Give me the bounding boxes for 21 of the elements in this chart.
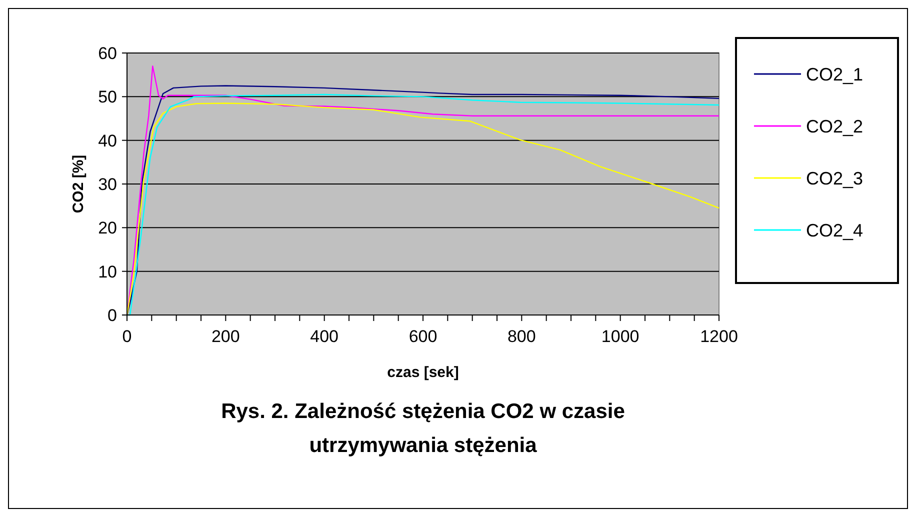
y-tick-label: 0 [108,306,117,325]
x-tick-label: 200 [211,327,240,346]
y-tick-label: 30 [98,174,117,194]
y-tick-label: 20 [98,218,117,238]
text: Rys. 2. Zależność stężenia CO2 w czasie utrzymywania stężenia [221,400,625,457]
legend-label: CO2_3 [806,168,864,188]
legend-label: CO2_1 [806,64,864,84]
y-tick-label: 10 [98,262,117,282]
x-tick-label: 1000 [601,327,640,346]
legend-label: CO2_2 [806,116,864,136]
x-tick-label: 600 [408,327,438,346]
x-tick-label: 400 [310,327,339,346]
y-tick-label: 50 [98,88,117,107]
x-tick-label: 800 [507,327,536,346]
x-tick-label: 0 [122,327,132,346]
y-tick-label: 60 [98,44,117,63]
y-tick-label: 40 [98,131,117,150]
x-tick-label: 1200 [700,327,738,346]
y-axis-title: CO2 [%] [70,154,87,214]
x-axis-title: czas [sek] [387,364,459,381]
legend-label: CO2_4 [806,220,864,240]
